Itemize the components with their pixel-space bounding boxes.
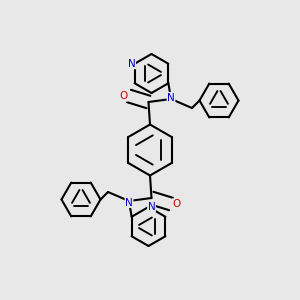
Text: O: O (172, 199, 181, 209)
Text: N: N (125, 197, 133, 208)
Text: O: O (119, 91, 128, 101)
Text: N: N (148, 202, 155, 212)
Text: N: N (167, 92, 175, 103)
Text: N: N (128, 59, 136, 69)
